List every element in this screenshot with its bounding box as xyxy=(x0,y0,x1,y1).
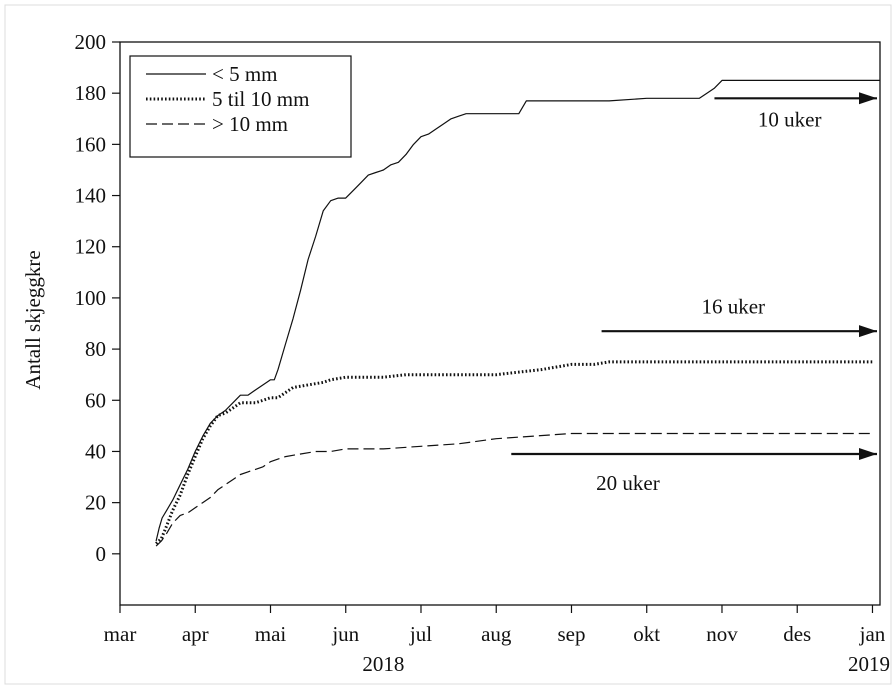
x-tick-label: okt xyxy=(633,622,660,646)
x-tick-label: jan xyxy=(859,622,886,646)
series-line-dashed xyxy=(155,432,873,547)
y-tick-label: 140 xyxy=(75,184,107,208)
y-tick-label: 0 xyxy=(96,542,107,566)
y-axis-title: Antall skjeggkre xyxy=(21,250,45,389)
x-tick-label: apr xyxy=(182,622,209,646)
legend-label: < 5 mm xyxy=(212,62,278,86)
y-tick-label: 40 xyxy=(85,439,106,463)
y-tick-label: 120 xyxy=(75,235,107,259)
x-tick-label: sep xyxy=(557,622,585,646)
plot-frame xyxy=(119,41,881,606)
series-line-solid xyxy=(155,79,880,542)
x-year-label: 2019 xyxy=(848,652,890,676)
y-tick-label: 80 xyxy=(85,337,106,361)
x-tick-label: aug xyxy=(481,622,512,646)
x-year-label: 2018 xyxy=(362,652,404,676)
x-tick-label: jul xyxy=(409,622,432,646)
y-tick-label: 100 xyxy=(75,286,107,310)
legend-box xyxy=(129,55,352,158)
x-tick-label: jun xyxy=(331,622,359,646)
y-tick-label: 20 xyxy=(85,491,106,515)
x-tick-label: mar xyxy=(104,622,137,646)
duration-label: 20 uker xyxy=(596,471,660,495)
duration-label: 10 uker xyxy=(758,107,822,131)
y-tick-label: 180 xyxy=(75,81,107,105)
legend-label: 5 til 10 mm xyxy=(212,87,309,111)
y-tick-label: 160 xyxy=(75,132,107,156)
x-tick-label: mai xyxy=(255,622,287,646)
duration-label: 16 uker xyxy=(701,294,765,318)
y-tick-label: 60 xyxy=(85,388,106,412)
legend-label: > 10 mm xyxy=(212,112,288,136)
x-tick-label: des xyxy=(783,622,811,646)
y-tick-label: 200 xyxy=(75,30,107,54)
x-tick-label: nov xyxy=(706,622,738,646)
